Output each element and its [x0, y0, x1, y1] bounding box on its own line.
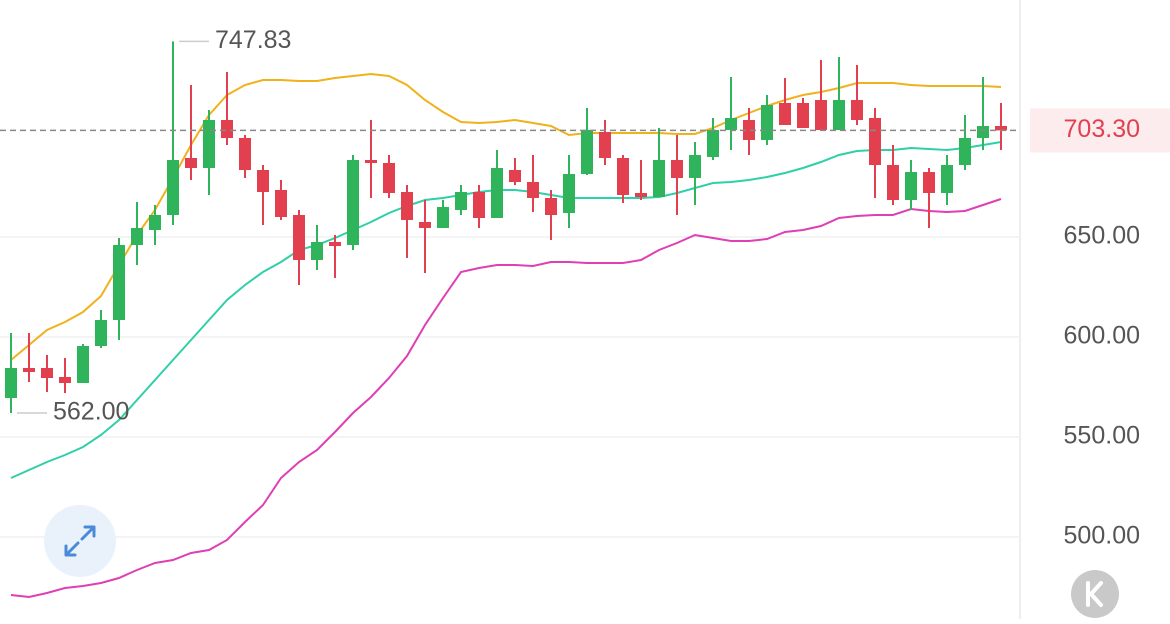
candles	[5, 41, 1007, 413]
candle-body	[221, 120, 233, 138]
candle-body	[851, 100, 863, 120]
candle-body	[275, 190, 287, 217]
y-tick-label: 500.00	[1064, 522, 1140, 550]
candle-body	[293, 215, 305, 260]
candle-body	[419, 222, 431, 228]
candle-body	[635, 193, 647, 197]
candle-body	[869, 118, 881, 165]
candle-body	[167, 160, 179, 215]
expand-button-bg[interactable]	[44, 505, 116, 577]
candle-body	[365, 160, 377, 163]
candle-body	[491, 168, 503, 218]
candle-body	[203, 120, 215, 168]
candle-body	[599, 132, 611, 158]
candle-body	[761, 105, 773, 140]
candle-body	[563, 174, 575, 213]
y-tick-label: 600.00	[1064, 322, 1140, 350]
candle-body	[995, 126, 1007, 131]
candle-body	[545, 198, 557, 215]
annotation-label: 747.83	[215, 26, 291, 54]
candle-body	[509, 170, 521, 182]
expand-icon[interactable]	[64, 525, 96, 557]
candle-body	[5, 368, 17, 398]
candle-body	[311, 242, 323, 260]
candle-body	[383, 163, 395, 193]
candle-body	[149, 215, 161, 230]
candle-body	[113, 245, 125, 320]
candle-body	[743, 120, 755, 140]
candle-body	[833, 100, 845, 130]
expand-button[interactable]	[44, 505, 116, 577]
candle-body	[779, 103, 791, 125]
candle-body	[797, 103, 809, 128]
candle-body	[239, 138, 251, 170]
candle-body	[653, 160, 665, 197]
band-line	[10, 141, 1002, 479]
candle-body	[473, 192, 485, 218]
candle-body	[257, 170, 269, 192]
annotation-label: 562.00	[53, 398, 129, 426]
grid: 500.00 550.00 600.00 650.00	[0, 222, 1140, 550]
candle-body	[959, 138, 971, 165]
candle-body	[815, 100, 827, 130]
candle-body	[923, 172, 935, 193]
candle-body	[887, 165, 899, 200]
candle-body	[95, 320, 107, 346]
kline-button[interactable]	[1071, 570, 1119, 618]
candle-body	[185, 158, 197, 168]
candle-body	[671, 160, 683, 178]
candle-body	[617, 158, 629, 195]
candle-body	[59, 377, 71, 383]
kline-icon[interactable]	[1086, 581, 1103, 607]
y-tick-label: 650.00	[1064, 222, 1140, 250]
candle-body	[977, 126, 989, 138]
candle-body	[905, 172, 917, 200]
band-line	[10, 198, 1002, 599]
candle-body	[23, 368, 35, 372]
candle-body	[131, 228, 143, 245]
candle-body	[77, 346, 89, 383]
candle-body	[941, 165, 953, 193]
kline-button-bg[interactable]	[1071, 570, 1119, 618]
overlay: 747.83 562.00 703.30	[0, 26, 1170, 426]
candle-body	[401, 192, 413, 220]
candle-body	[437, 207, 449, 228]
candle-body	[725, 118, 737, 130]
candle-body	[329, 242, 341, 246]
candle-body	[41, 368, 53, 378]
y-tick-label: 550.00	[1064, 422, 1140, 450]
candle-body	[707, 130, 719, 157]
last-price-box	[1030, 108, 1170, 153]
candle-body	[689, 155, 701, 178]
candle-body	[527, 182, 539, 198]
candle-body	[455, 192, 467, 210]
candle-body	[347, 160, 359, 245]
candle-body	[581, 130, 593, 174]
last-price-label: 703.30	[1064, 115, 1140, 143]
